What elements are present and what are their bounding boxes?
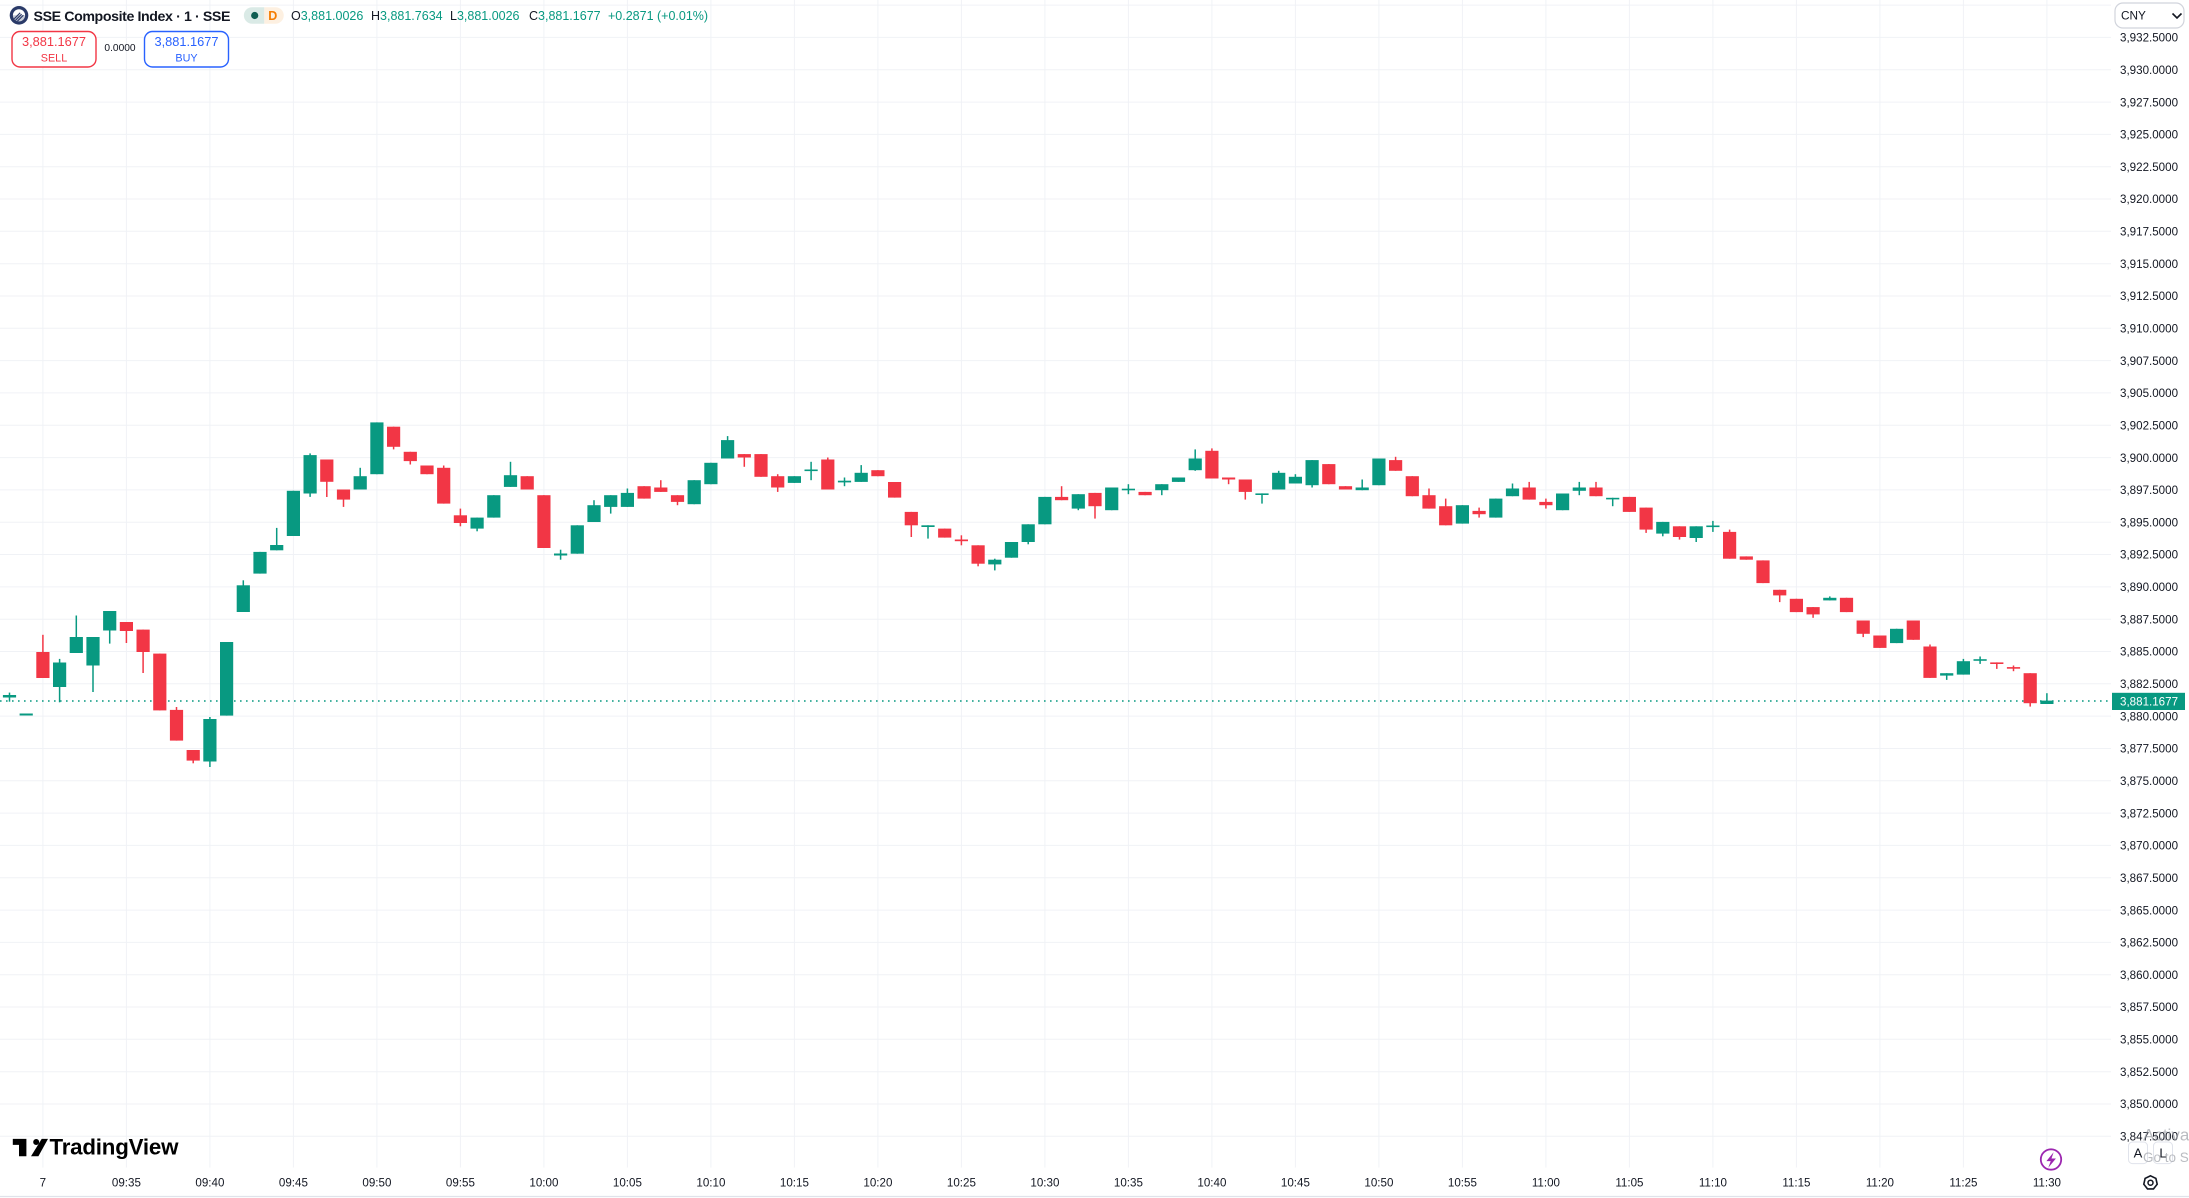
svg-text:11:20: 11:20 (1866, 1176, 1894, 1189)
svg-text:3,932.5000: 3,932.5000 (2120, 32, 2178, 45)
svg-text:TradingView: TradingView (50, 1135, 180, 1160)
svg-text:3,875.0000: 3,875.0000 (2120, 775, 2178, 788)
svg-text:10:05: 10:05 (613, 1176, 642, 1189)
svg-text:3,910.0000: 3,910.0000 (2120, 323, 2178, 336)
svg-text:3,882.5000: 3,882.5000 (2120, 678, 2178, 691)
svg-text:L: L (2159, 1146, 2166, 1161)
svg-text:SSE Composite Index · 1 · SSE: SSE Composite Index · 1 · SSE (34, 9, 231, 25)
svg-text:09:45: 09:45 (279, 1176, 308, 1189)
svg-text:11:30: 11:30 (2033, 1176, 2061, 1189)
svg-text:3,922.5000: 3,922.5000 (2120, 161, 2178, 174)
svg-text:3,852.5000: 3,852.5000 (2120, 1066, 2178, 1079)
svg-text:3,905.0000: 3,905.0000 (2120, 387, 2178, 400)
svg-text:3,865.0000: 3,865.0000 (2120, 904, 2178, 917)
svg-text:Activate Windows: Activate Windows (2143, 1126, 2189, 1145)
svg-text:3,907.5000: 3,907.5000 (2120, 355, 2178, 368)
svg-text:3,881.1677: 3,881.1677 (22, 34, 86, 49)
svg-text:10:15: 10:15 (780, 1176, 809, 1189)
svg-text:11:25: 11:25 (1949, 1176, 1977, 1189)
svg-text:H3,881.7634: H3,881.7634 (371, 9, 443, 23)
svg-text:3,877.5000: 3,877.5000 (2120, 743, 2178, 756)
svg-text:10:40: 10:40 (1197, 1176, 1226, 1189)
svg-text:3,887.5000: 3,887.5000 (2120, 613, 2178, 626)
svg-text:3,881.1677: 3,881.1677 (2120, 696, 2178, 709)
svg-text:O3,881.0026: O3,881.0026 (291, 9, 363, 23)
svg-text:10:45: 10:45 (1281, 1176, 1310, 1189)
svg-text:3,912.5000: 3,912.5000 (2120, 290, 2178, 303)
svg-text:10:50: 10:50 (1364, 1176, 1393, 1189)
svg-text:3,890.0000: 3,890.0000 (2120, 581, 2178, 594)
svg-text:11:15: 11:15 (1782, 1176, 1810, 1189)
svg-text:10:00: 10:00 (529, 1176, 558, 1189)
svg-text:3,915.0000: 3,915.0000 (2120, 258, 2178, 271)
svg-text:3,925.0000: 3,925.0000 (2120, 129, 2178, 142)
svg-text:3,880.0000: 3,880.0000 (2120, 710, 2178, 723)
svg-text:3,870.0000: 3,870.0000 (2120, 840, 2178, 853)
svg-text:3,927.5000: 3,927.5000 (2120, 96, 2178, 109)
svg-text:Go to Settings to activate Win: Go to Settings to activate Windows. (2143, 1150, 2189, 1165)
svg-text:0.0000: 0.0000 (104, 43, 135, 54)
svg-text:SELL: SELL (41, 53, 67, 65)
svg-text:3,847.5000: 3,847.5000 (2120, 1131, 2178, 1144)
svg-text:3,857.5000: 3,857.5000 (2120, 1001, 2178, 1014)
svg-text:3,920.0000: 3,920.0000 (2120, 193, 2178, 206)
svg-text:3,897.5000: 3,897.5000 (2120, 484, 2178, 497)
svg-text:10:35: 10:35 (1114, 1176, 1143, 1189)
svg-text:3,902.5000: 3,902.5000 (2120, 420, 2178, 433)
svg-text:3,885.0000: 3,885.0000 (2120, 646, 2178, 659)
svg-text:3,855.0000: 3,855.0000 (2120, 1034, 2178, 1047)
svg-text:3,860.0000: 3,860.0000 (2120, 969, 2178, 982)
svg-text:09:40: 09:40 (195, 1176, 224, 1189)
svg-text:09:55: 09:55 (446, 1176, 475, 1189)
svg-text:10:30: 10:30 (1030, 1176, 1059, 1189)
svg-text:09:50: 09:50 (362, 1176, 391, 1189)
svg-text:3,930.0000: 3,930.0000 (2120, 64, 2178, 77)
svg-text:10:55: 10:55 (1448, 1176, 1477, 1189)
svg-text:+0.2871 (+0.01%): +0.2871 (+0.01%) (608, 9, 708, 23)
svg-text:3,867.5000: 3,867.5000 (2120, 872, 2178, 885)
svg-text:11:05: 11:05 (1615, 1176, 1643, 1189)
svg-text:A: A (2134, 1146, 2143, 1161)
svg-text:11:00: 11:00 (1532, 1176, 1560, 1189)
svg-text:3,900.0000: 3,900.0000 (2120, 452, 2178, 465)
svg-text:3,881.1677: 3,881.1677 (154, 34, 218, 49)
svg-text:3,895.0000: 3,895.0000 (2120, 516, 2178, 529)
svg-text:3,850.0000: 3,850.0000 (2120, 1098, 2178, 1111)
svg-text:CNY: CNY (2121, 9, 2146, 23)
svg-text:09:35: 09:35 (112, 1176, 141, 1189)
svg-text:10:20: 10:20 (863, 1176, 892, 1189)
svg-text:C3,881.1677: C3,881.1677 (529, 9, 601, 23)
svg-text:11:10: 11:10 (1699, 1176, 1727, 1189)
svg-text:BUY: BUY (175, 53, 197, 65)
svg-text:7: 7 (40, 1176, 46, 1189)
svg-text:10:10: 10:10 (696, 1176, 725, 1189)
svg-text:L3,881.0026: L3,881.0026 (450, 9, 520, 23)
svg-text:3,892.5000: 3,892.5000 (2120, 549, 2178, 562)
svg-text:D: D (268, 9, 277, 23)
svg-text:3,872.5000: 3,872.5000 (2120, 807, 2178, 820)
svg-text:10:25: 10:25 (947, 1176, 976, 1189)
svg-text:3,862.5000: 3,862.5000 (2120, 937, 2178, 950)
svg-text:3,917.5000: 3,917.5000 (2120, 226, 2178, 239)
